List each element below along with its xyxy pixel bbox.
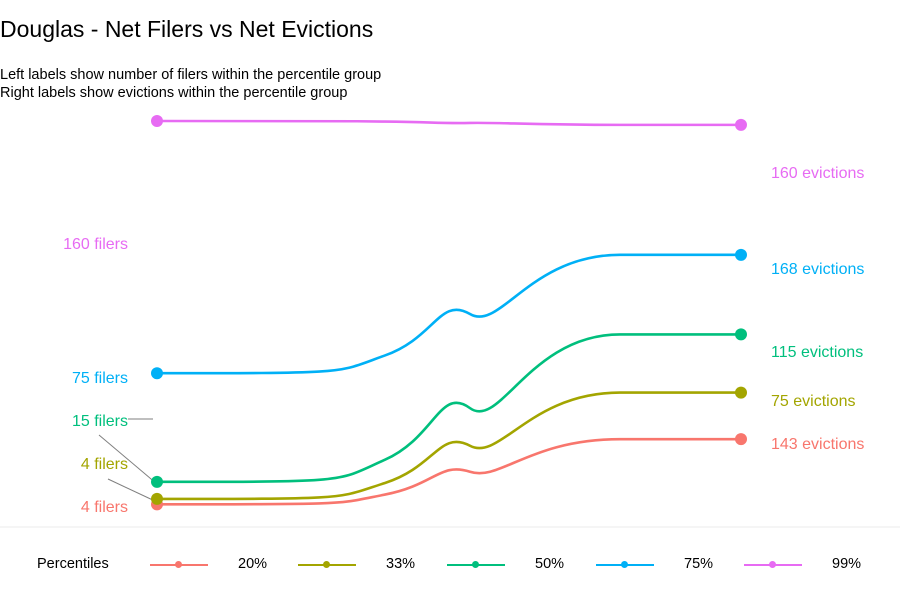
chart-subtitle-line-1: Left labels show number of filers within…	[0, 67, 382, 83]
legend-dot-20pct	[175, 561, 182, 568]
legend-title: Percentiles	[37, 556, 109, 572]
point-evictions-99pct	[735, 118, 747, 131]
series-curve-33pct	[156, 391, 741, 501]
point-evictions-33pct	[735, 386, 747, 399]
legend-label-99pct: 99%	[832, 556, 862, 572]
series-curves	[156, 119, 741, 506]
right-label-99pct: 160 evictions	[771, 165, 864, 182]
point-evictions-75pct	[735, 248, 747, 261]
legend-label-50pct: 50%	[535, 556, 565, 572]
label-leader-lines	[98, 418, 158, 503]
series-curve-99pct	[156, 119, 741, 127]
right-label-75pct: 168 evictions	[771, 261, 864, 278]
series-curve-75pct	[156, 253, 741, 375]
legend: Percentiles 20% 33% 50% 75% 99%	[0, 548, 900, 582]
left-label-75pct: 75 filers	[72, 370, 128, 387]
right-label-50pct: 115 evictions	[771, 344, 863, 361]
legend-dot-33pct	[323, 561, 330, 568]
leader-line-50pct	[98, 434, 158, 485]
chart-subtitle-line-2: Right labels show evictions within the p…	[0, 85, 348, 101]
point-labels: 4 filers 143 evictions 4 filers 75 eviction…	[63, 165, 864, 516]
point-filers-33pct	[151, 492, 163, 505]
point-filers-75pct	[151, 367, 163, 380]
left-label-99pct: 160 filers	[63, 236, 128, 253]
legend-dot-99pct	[769, 561, 776, 568]
legend-dot-75pct	[621, 561, 628, 568]
point-evictions-20pct	[735, 433, 747, 446]
legend-label-75pct: 75%	[684, 556, 714, 572]
leader-line-33pct	[107, 478, 158, 503]
series-points	[151, 115, 747, 511]
legend-key-20pct	[150, 561, 208, 568]
right-label-33pct: 75 evictions	[771, 393, 856, 410]
legend-label-20pct: 20%	[238, 556, 268, 572]
left-label-33pct: 4 filers	[81, 456, 128, 473]
legend-dot-50pct	[472, 561, 479, 568]
legend-key-75pct	[596, 561, 654, 568]
series-curve-50pct	[156, 333, 741, 484]
left-label-20pct: 4 filers	[81, 499, 128, 516]
chart-title: Douglas - Net Filers vs Net Evictions	[0, 16, 374, 42]
legend-key-50pct	[447, 561, 505, 568]
point-evictions-50pct	[735, 328, 747, 341]
right-label-20pct: 143 evictions	[771, 436, 864, 453]
series-curve-20pct	[156, 437, 741, 506]
point-filers-99pct	[151, 115, 163, 127]
legend-key-33pct	[298, 561, 356, 568]
point-filers-50pct	[151, 475, 163, 488]
left-label-50pct: 15 filers	[72, 413, 128, 430]
legend-label-33pct: 33%	[386, 556, 416, 572]
legend-key-99pct	[744, 561, 802, 568]
